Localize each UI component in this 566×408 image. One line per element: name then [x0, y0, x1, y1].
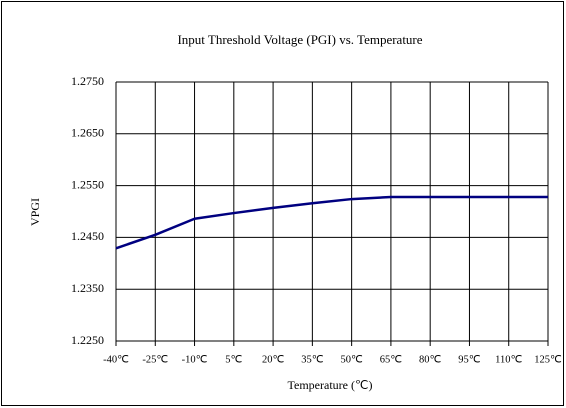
data-line	[115, 195, 548, 250]
x-tick-label: 65℃	[380, 354, 403, 365]
x-tick-label: 5℃	[225, 354, 242, 365]
x-tick-label: 50℃	[340, 354, 363, 365]
y-tick-label: 1.2350	[71, 281, 104, 295]
x-tick-label: 110℃	[495, 354, 522, 365]
x-tick-label: 95℃	[458, 354, 481, 365]
y-axis-label: VPGI	[28, 198, 42, 226]
y-tick-label: 1.2750	[71, 74, 104, 88]
x-tick-label: -40℃	[103, 354, 129, 365]
y-tick-label: 1.2250	[71, 333, 104, 347]
y-tick-label: 1.2450	[71, 229, 104, 243]
x-tick-label: -25℃	[142, 354, 168, 365]
x-tick-label: 35℃	[301, 354, 324, 365]
chart-title: Input Threshold Voltage (PGI) vs. Temper…	[177, 32, 422, 47]
y-tick-label: 1.2550	[71, 177, 104, 191]
x-tick-label: 20℃	[262, 354, 285, 365]
y-tick-label: 1.2650	[71, 126, 104, 140]
x-tick-label: 80℃	[419, 354, 442, 365]
x-tick-label: 125℃	[534, 354, 562, 365]
x-axis-label: Temperature (℃)	[288, 378, 373, 392]
x-tick-label: -10℃	[182, 354, 208, 365]
